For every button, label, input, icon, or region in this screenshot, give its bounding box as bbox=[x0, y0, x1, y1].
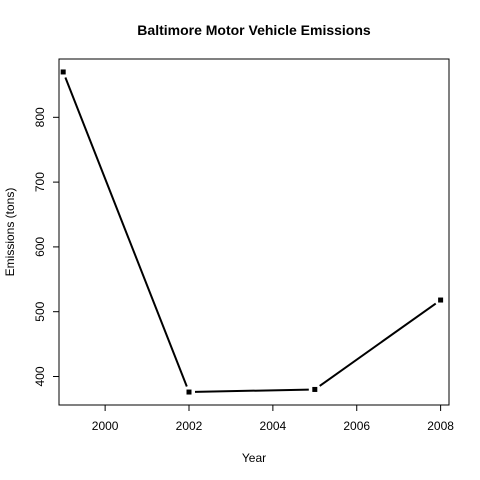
series-line-segment bbox=[194, 388, 309, 393]
x-axis-label: Year bbox=[242, 451, 266, 465]
x-tick-label: 2006 bbox=[343, 419, 370, 433]
y-tick-label: 600 bbox=[33, 237, 47, 257]
y-axis-label: Emissions (tons) bbox=[3, 188, 17, 277]
y-axis: 400 500 600 700 800 bbox=[33, 107, 60, 387]
series-line-segment bbox=[64, 77, 188, 387]
y-tick-label: 400 bbox=[33, 366, 47, 386]
x-tick-label: 2004 bbox=[260, 419, 287, 433]
x-tick-label: 2002 bbox=[176, 419, 203, 433]
data-point bbox=[438, 297, 444, 303]
x-tick-label: 2000 bbox=[92, 419, 119, 433]
x-axis: 2000 2002 2004 2006 2008 bbox=[92, 404, 454, 433]
y-tick-label: 700 bbox=[33, 172, 47, 192]
chart-title: Baltimore Motor Vehicle Emissions bbox=[137, 22, 371, 38]
y-tick-label: 500 bbox=[33, 301, 47, 321]
y-tick-label: 800 bbox=[33, 107, 47, 127]
data-point bbox=[186, 389, 192, 395]
x-tick-label: 2008 bbox=[427, 419, 454, 433]
series-points bbox=[60, 69, 444, 395]
series-lines bbox=[64, 77, 437, 393]
series-line-segment bbox=[319, 302, 437, 387]
data-point bbox=[60, 69, 66, 75]
data-point bbox=[312, 386, 318, 392]
